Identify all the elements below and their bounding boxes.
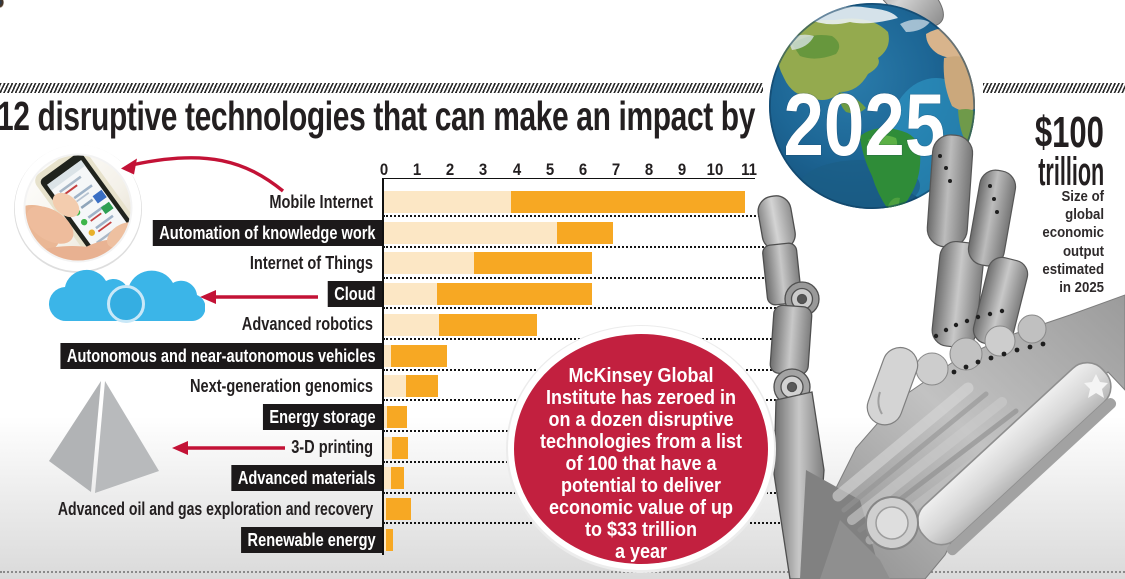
svg-text:2025: 2025 xyxy=(784,76,946,174)
